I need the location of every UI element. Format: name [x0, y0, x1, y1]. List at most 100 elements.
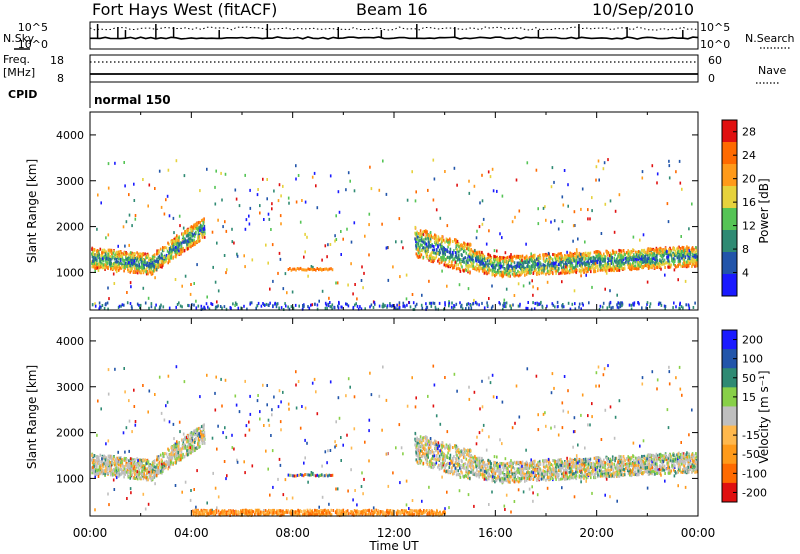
echo-cell: [646, 280, 649, 284]
echo-cell: [504, 268, 506, 271]
echo-cell: [92, 256, 95, 260]
echo-cell: [158, 169, 161, 173]
echo-cell: [126, 257, 128, 261]
echo-cell: [266, 197, 268, 201]
echo-cell: [531, 263, 534, 267]
echo-cell: [447, 263, 450, 267]
echo-cell: [678, 256, 680, 260]
echo-cell: [526, 265, 528, 269]
echo-cell: [613, 268, 615, 272]
echo-cell: [513, 268, 515, 271]
echo-cell: [197, 230, 200, 234]
echo-cell: [92, 262, 94, 266]
echo-cell: [273, 189, 275, 193]
echo-cell: [589, 251, 592, 255]
echo-cell: [591, 209, 593, 213]
echo-cell: [100, 258, 103, 261]
echo-cell: [198, 226, 200, 230]
echo-cell: [116, 267, 118, 271]
echo-cell: [632, 235, 635, 239]
echo-cell: [511, 266, 514, 270]
echo-cell: [475, 266, 477, 270]
echo-cell: [257, 301, 260, 305]
echo-cell: [606, 250, 608, 254]
echo-cell: [616, 268, 618, 272]
echo-cell: [398, 217, 401, 221]
echo-cell: [599, 268, 602, 272]
echo-cell: [173, 247, 176, 251]
echo-cell: [469, 461, 472, 465]
echo-cell: [444, 253, 446, 256]
echo-cell: [656, 256, 658, 260]
echo-cell: [155, 267, 157, 271]
echo-cell: [565, 255, 568, 259]
echo-cell: [682, 246, 685, 250]
echo-cell: [97, 458, 99, 462]
echo-cell: [430, 234, 432, 238]
echo-cell: [560, 257, 563, 261]
echo-cell: [469, 256, 472, 260]
echo-cell: [597, 267, 599, 271]
echo-cell: [103, 249, 106, 253]
echo-cell: [415, 245, 418, 249]
echo-cell: [602, 465, 604, 469]
echo-cell: [152, 262, 154, 266]
echo-cell: [107, 265, 109, 269]
echo-cell: [112, 266, 114, 270]
echo-cell: [651, 252, 653, 255]
echo-cell: [534, 259, 536, 263]
echo-cell: [548, 264, 551, 268]
echo-cell: [666, 261, 669, 265]
echo-cell: [673, 260, 676, 263]
echo-cell: [691, 262, 694, 266]
echo-cell: [593, 269, 595, 273]
echo-cell: [623, 262, 625, 265]
echo-cell: [293, 267, 296, 271]
echo-cell: [542, 263, 544, 267]
echo-cell: [177, 236, 179, 240]
echo-cell: [201, 307, 204, 311]
echo-cell: [425, 229, 427, 233]
echo-cell: [651, 260, 653, 264]
echo-cell: [467, 268, 470, 272]
echo-cell: [668, 259, 670, 263]
echo-cell: [442, 251, 444, 255]
echo-cell: [626, 263, 629, 267]
echo-cell: [492, 266, 494, 270]
echo-cell: [684, 279, 687, 283]
echo-cell: [453, 166, 456, 170]
echo-cell: [107, 257, 109, 261]
echo-cell: [453, 266, 455, 270]
echo-cell: [117, 268, 120, 272]
echo-cell: [483, 264, 485, 268]
echo-cell: [532, 254, 535, 258]
echo-cell: [655, 248, 657, 252]
echo-cell: [653, 249, 656, 253]
echo-cell: [634, 264, 637, 268]
echo-cell: [498, 261, 501, 265]
echo-cell: [141, 264, 143, 267]
echo-cell: [686, 245, 688, 249]
echo-cell: [246, 307, 248, 311]
echo-cell: [453, 264, 455, 268]
echo-cell: [537, 471, 539, 475]
echo-cell: [508, 271, 511, 275]
echo-cell: [486, 268, 489, 272]
echo-cell: [347, 171, 350, 175]
echo-cell: [499, 261, 502, 265]
echo-cell: [641, 248, 643, 252]
echo-cell: [633, 253, 635, 257]
echo-cell: [194, 240, 197, 244]
echo-cell: [465, 262, 467, 266]
echo-cell: [292, 306, 295, 310]
echo-cell: [400, 240, 403, 244]
echo-cell: [451, 254, 454, 258]
echo-cell: [437, 243, 439, 247]
echo-cell: [592, 255, 594, 259]
echo-cell: [451, 263, 453, 267]
echo-cell: [232, 302, 234, 306]
echo-cell: [356, 297, 358, 301]
echo-cell: [607, 158, 609, 162]
echo-cell: [140, 256, 143, 260]
echo-cell: [467, 270, 469, 274]
